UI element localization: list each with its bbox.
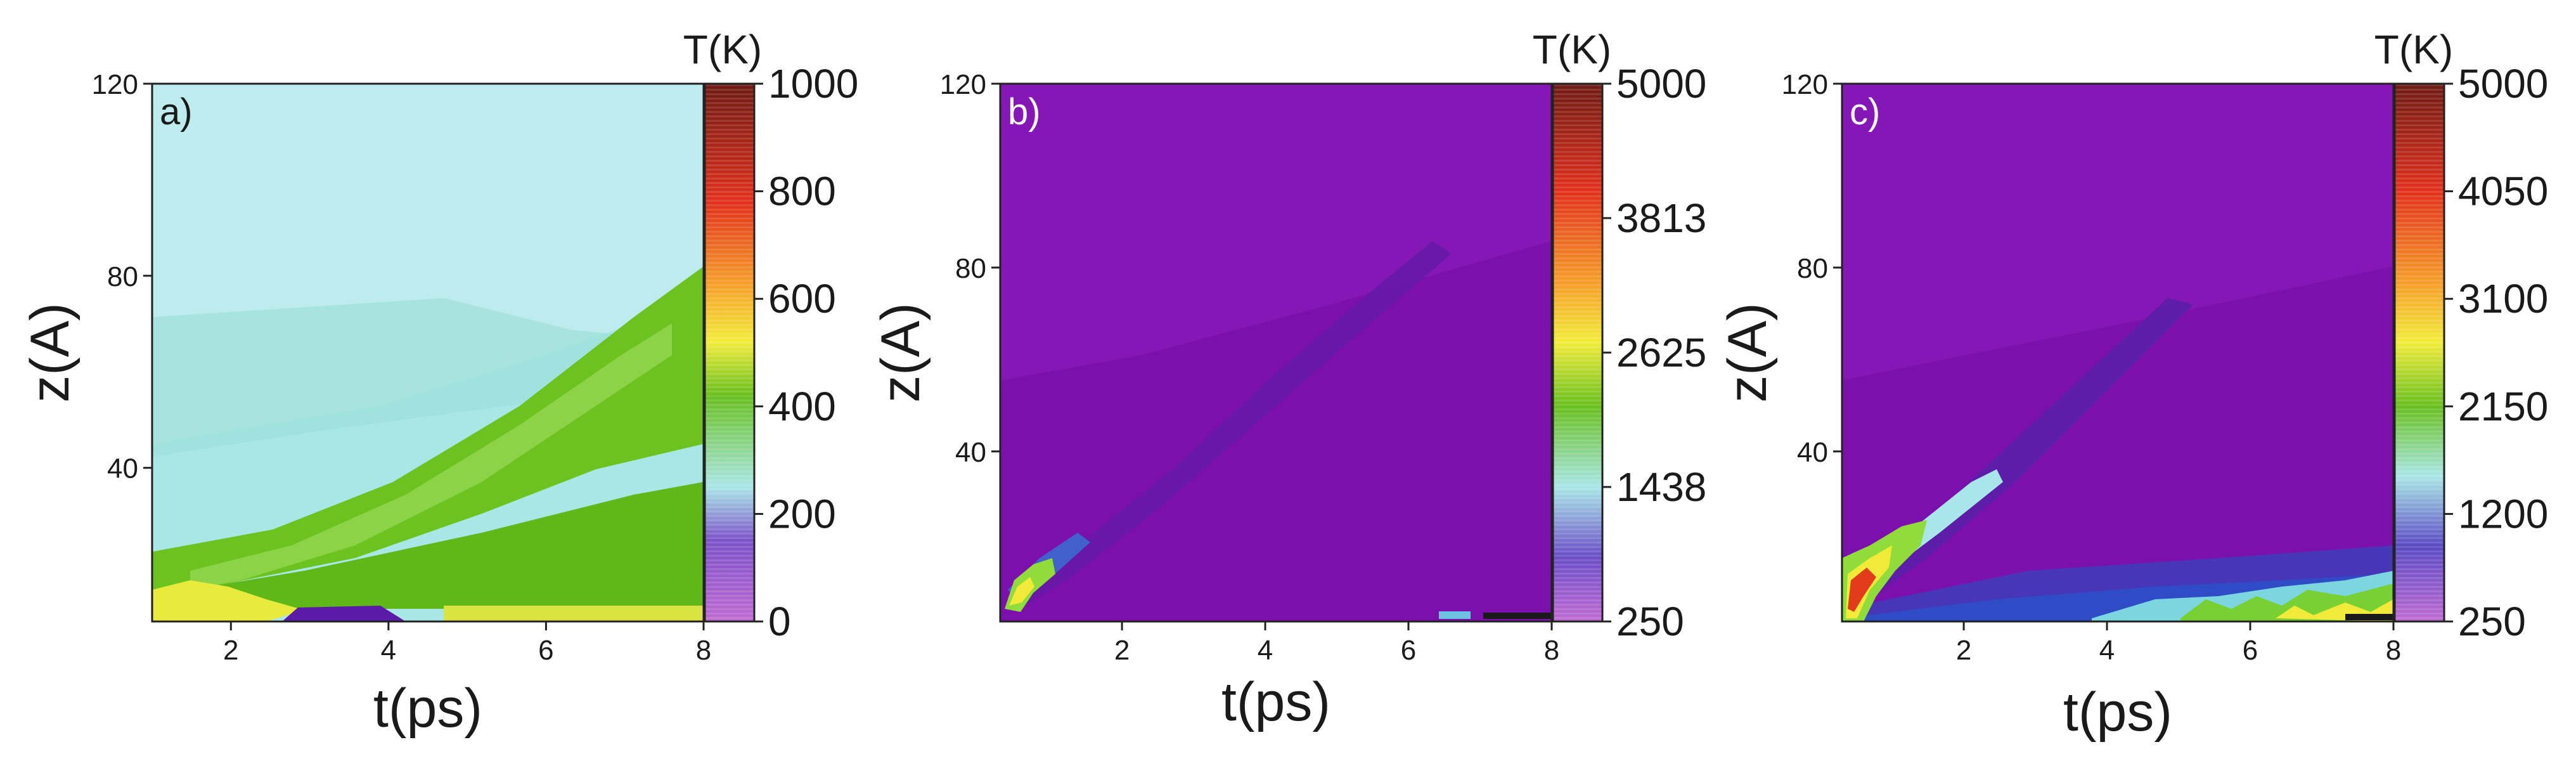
panel-a-heatmap [152, 84, 704, 621]
panel-a-warm-band [152, 266, 704, 596]
panel-b-hot-spot-core [1009, 577, 1034, 606]
panel-b-colorbar-ticks: 250 1438 2625 3813 5000 [1602, 61, 1706, 644]
panel-a-colorbar: 0 200 400 600 800 1000 T(K) [683, 27, 859, 644]
colorbar-tick-label: 3100 [2458, 276, 2548, 322]
panel-b-x-ticks: 2 4 6 8 [1114, 621, 1559, 666]
panel-a-cold-spot [282, 606, 406, 621]
panel-a-y-ticks: 40 80 120 [92, 69, 152, 485]
x-tick-label: 4 [1258, 635, 1273, 666]
y-tick-label: 40 [1797, 437, 1828, 468]
colorbar-tick-label: 250 [2458, 599, 2526, 644]
y-tick-label: 80 [107, 261, 138, 292]
x-tick-label: 6 [538, 635, 553, 666]
colorbar-tick-label: 5000 [1616, 61, 1706, 107]
colorbar-tick-label: 2625 [1616, 330, 1706, 375]
colorbar-tick-label: 1438 [1616, 464, 1706, 510]
y-tick-label: 80 [955, 253, 986, 284]
panel-a-x-axis-title: t(ps) [373, 678, 482, 739]
panel-b-y-axis-title: z(A) [870, 302, 931, 403]
panel-b-y-ticks: 40 80 120 [940, 69, 1000, 468]
panel-a-colorbar-stripes [705, 84, 754, 621]
y-tick-label: 120 [92, 69, 138, 100]
y-tick-label: 80 [1797, 253, 1828, 284]
panel-c-plot-frame [1841, 82, 2395, 623]
panel-b-shade-upper [1000, 84, 1552, 380]
x-tick-label: 8 [696, 635, 711, 666]
colorbar-tick-label: 1000 [768, 61, 858, 107]
panel-c-x-axis-title: t(ps) [2063, 682, 2172, 743]
colorbar-tick-label: 0 [768, 599, 791, 644]
x-tick-label: 2 [1956, 635, 1971, 666]
y-tick-label: 40 [955, 437, 986, 468]
colorbar-tick-label: 5000 [2458, 61, 2548, 107]
colorbar-tick-label: 2150 [2458, 384, 2548, 429]
panel-a-warm-band-core [190, 323, 672, 590]
panel-a-x-ticks: 2 4 6 8 [223, 621, 711, 666]
y-tick-label: 120 [940, 69, 986, 100]
panel-b-colorbar-stripes [1553, 84, 1602, 621]
panel-b-bottom-edge [1483, 613, 1552, 619]
panel-b-x-axis-title: t(ps) [1221, 672, 1330, 732]
x-tick-label: 4 [381, 635, 396, 666]
panel-b-diagonal-band [1008, 241, 1452, 609]
panel-c-heatmap [1842, 84, 2393, 621]
panel-a-green-lower [152, 482, 704, 609]
panel-b: b) 2 4 6 8 40 80 120 t(ps) z(A) 250 1438 2625 38… [870, 27, 1706, 732]
x-tick-label: 8 [2386, 635, 2401, 666]
panel-c-x-ticks: 2 4 6 8 [1956, 621, 2401, 666]
panel-c-y-axis-title: z(A) [1717, 302, 1778, 403]
colorbar-tick-label: 4050 [2458, 169, 2548, 214]
panel-c-label: c) [1850, 91, 1880, 133]
panel-c-colorbar: 250 1200 2150 3100 4050 5000 T(K) [2374, 27, 2549, 644]
colorbar-tick-label: 600 [768, 276, 836, 322]
panel-c-shade-upper [1842, 84, 2393, 380]
panel-a-mid-patch [152, 298, 704, 457]
panel-b-bottom-cyan [1439, 611, 1471, 619]
panel-c-colorbar-frame [2393, 82, 2445, 623]
y-tick-label: 40 [107, 453, 138, 485]
x-tick-label: 6 [1401, 635, 1416, 666]
colorbar-tick-label: 3813 [1616, 195, 1706, 241]
panel-a-colorbar-ticks: 0 200 400 600 800 1000 [754, 61, 858, 644]
panel-a: a) 2 4 6 8 40 80 120 t(ps) z(A) 0 200 400 600 800… [20, 27, 858, 739]
x-tick-label: 8 [1544, 635, 1559, 666]
panel-a-colorbar-frame [704, 82, 756, 623]
panel-c: c) 2 4 6 8 40 80 120 t(ps) z(A) 250 1200 2150 31… [1717, 27, 2548, 743]
panel-b-plot-frame [999, 82, 1553, 623]
panel-c-cyan-ridge [1908, 469, 2003, 552]
panel-c-colorbar-title: T(K) [2374, 27, 2453, 72]
y-tick-label: 120 [1782, 69, 1828, 100]
x-tick-label: 6 [2243, 635, 2258, 666]
panel-a-bottom-hot [152, 580, 304, 621]
colorbar-tick-label: 250 [1616, 599, 1684, 644]
panel-c-hot-center [1848, 568, 1876, 612]
colorbar-tick-label: 800 [768, 169, 836, 214]
panel-a-colorbar-title: T(K) [683, 27, 762, 72]
colorbar-tick-label: 400 [768, 384, 836, 429]
panel-b-colorbar: 250 1438 2625 3813 5000 T(K) [1533, 27, 1707, 644]
panel-b-label: b) [1008, 91, 1041, 133]
panel-a-bottom-yellow [444, 606, 704, 621]
colorbar-tick-label: 200 [768, 491, 836, 537]
x-tick-label: 2 [1114, 635, 1130, 666]
panel-b-heatmap [1000, 84, 1552, 621]
panel-c-bottom-edge [2345, 614, 2393, 620]
panel-c-y-ticks: 40 80 120 [1782, 69, 1842, 468]
panel-c-colorbar-stripes [2395, 84, 2444, 621]
colorbar-tick-label: 1200 [2458, 491, 2548, 537]
panel-a-y-axis-title: z(A) [20, 302, 80, 403]
x-tick-label: 4 [2099, 635, 2115, 666]
panel-a-plot-frame [151, 82, 705, 623]
panel-c-colorbar-ticks: 250 1200 2150 3100 4050 5000 [2444, 61, 2548, 644]
panel-a-label: a) [160, 91, 193, 133]
x-tick-label: 2 [223, 635, 238, 666]
panel-b-colorbar-title: T(K) [1533, 27, 1611, 72]
